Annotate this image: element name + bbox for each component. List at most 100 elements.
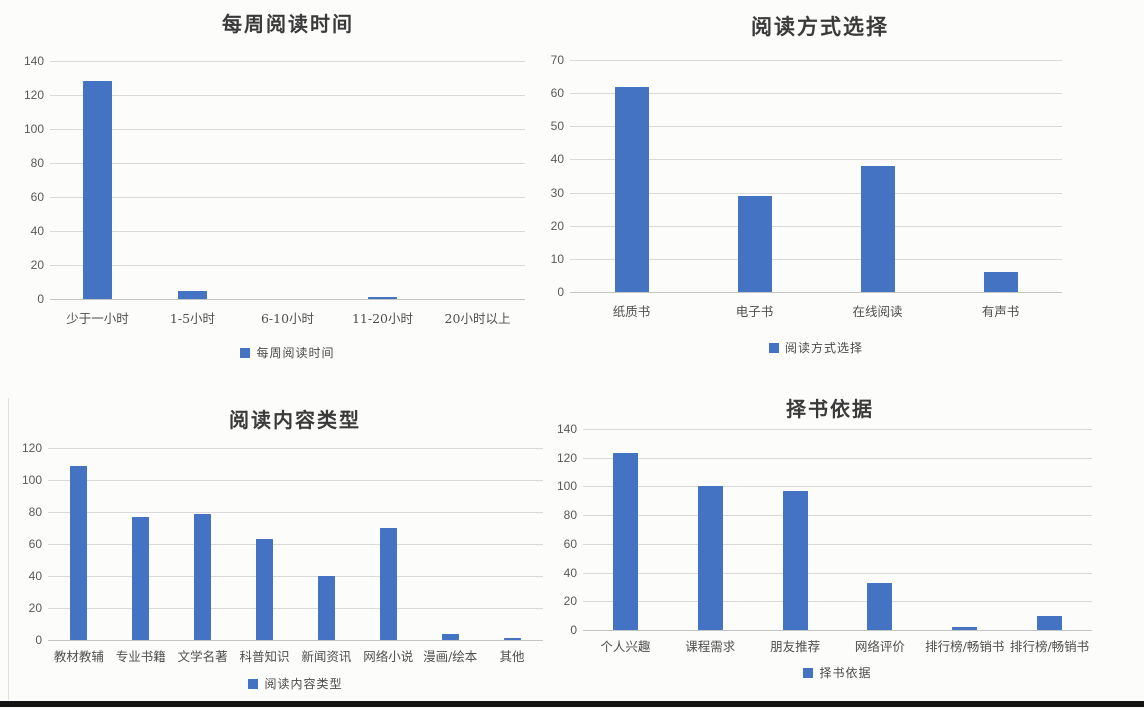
plot-area-content-type: 0 20 40 60 80 100 120 [22, 441, 543, 647]
gridline [50, 95, 525, 96]
legend-label: 择书依据 [819, 666, 872, 680]
x-axis-tick-label: 其他 [499, 649, 525, 664]
y-axis-tick-label: 40 [563, 565, 577, 580]
y-axis-tick-label: 120 [556, 450, 577, 465]
gridline [570, 93, 1062, 95]
x-axis-labels-reading-method: 纸质书 电子书 在线阅读 有声书 [570, 301, 1062, 320]
y-axis-tick-label: 60 [563, 536, 577, 551]
bar-纸质书 [615, 86, 649, 292]
gridline [583, 486, 1092, 488]
plot-area-reading-method: 0 10 20 30 40 50 60 70 [551, 53, 1062, 299]
plot-area-weekly-reading-time: 0 20 40 60 80 100 120 140 [24, 54, 525, 306]
bar-教材教辅 [70, 465, 87, 640]
y-axis-tick-label: 140 [556, 422, 577, 436]
y-axis-tick-label: 20 [30, 258, 44, 272]
y-axis-tick-label: 20 [563, 594, 577, 609]
bar-11-20小时 [368, 297, 397, 299]
chart-title-content-type: 阅读内容类型 [229, 408, 361, 432]
legend-content-type: 阅读内容类型 [48, 675, 543, 692]
x-axis-labels-book-selection: 个人兴趣 课程需求 朋友推荐 网络评价 排行榜/畅销书 排行榜/畅销书 [583, 636, 1092, 655]
x-axis-tick-label: 纸质书 [612, 304, 651, 319]
legend-label: 阅读内容类型 [264, 677, 343, 691]
gridline [50, 299, 525, 300]
y-axis-tick-label: 100 [21, 473, 42, 487]
x-axis-tick-label: 课程需求 [685, 639, 736, 654]
x-axis-tick-label: 排行榜/畅销书 [925, 639, 1005, 654]
legend-swatch-icon [803, 667, 814, 678]
gridline [48, 480, 543, 481]
y-axis-tick-label: 30 [550, 185, 564, 200]
y-axis-tick-label: 50 [550, 119, 564, 134]
y-axis-tick-label: 40 [30, 224, 44, 238]
gridline [50, 265, 525, 266]
x-axis-tick-label: 有声书 [981, 304, 1020, 319]
bar-漫画/绘本 [442, 633, 459, 640]
chart-title-reading-method: 阅读方式选择 [751, 14, 889, 39]
x-axis-tick-label: 电子书 [735, 304, 774, 319]
bar-1-5小时 [178, 290, 207, 299]
bar-网络小说 [380, 528, 397, 640]
y-axis-tick-label: 100 [23, 122, 44, 136]
gridline [48, 640, 543, 641]
bar-个人兴趣 [613, 453, 638, 630]
x-axis-tick-label: 在线阅读 [852, 304, 903, 319]
x-axis-tick-label: 朋友推荐 [770, 639, 821, 654]
x-axis-tick-label: 排行榜/畅销书 [1009, 639, 1090, 654]
plot-area-book-selection: 0 20 40 60 80 100 120 140 [557, 422, 1092, 637]
legend-swatch-icon [248, 678, 259, 689]
bar-网络评价 [867, 582, 892, 630]
legend-swatch-icon [240, 347, 251, 358]
y-axis-tick-label: 60 [550, 86, 564, 101]
bar-课程需求 [698, 486, 723, 630]
gridline [570, 159, 1062, 161]
bar-科普知识 [256, 539, 273, 640]
x-axis-labels-content-type: 教材教辅 专业书籍 文学名著 科普知识 新闻资讯 网络小说 漫画/绘本 其他 [48, 646, 543, 665]
y-axis-tick-label: 10 [550, 251, 564, 266]
legend-label: 每周阅读时间 [256, 346, 335, 360]
y-axis-tick-label: 20 [28, 601, 42, 615]
gridline [50, 163, 525, 164]
gridline [50, 129, 525, 130]
bar-排行榜/畅销书 [1037, 615, 1062, 630]
x-axis-tick-label: 个人兴趣 [600, 639, 651, 654]
bar-朋友推荐 [783, 490, 808, 630]
y-axis-tick-label: 80 [30, 156, 44, 170]
x-axis-tick-label: 6-10小时 [260, 311, 315, 326]
x-axis-tick-label: 网络评价 [854, 639, 905, 654]
page-edge-line [8, 398, 9, 700]
x-axis-tick-label: 科普知识 [239, 649, 290, 664]
gridline [48, 576, 543, 577]
gridline [583, 601, 1092, 603]
y-axis-tick-label: 80 [563, 508, 577, 523]
x-axis-tick-label: 漫画/绘本 [423, 649, 478, 664]
gridline [583, 457, 1092, 459]
x-axis-labels-weekly-reading-time: 少于一小时 1-5小时 6-10小时 11-20小时 20小时以上 [50, 308, 525, 327]
bar-少于一小时 [83, 81, 112, 299]
y-axis-tick-label: 20 [550, 218, 564, 233]
bar-电子书 [738, 195, 772, 292]
x-axis-tick-label: 网络小说 [363, 649, 414, 664]
y-axis-tick-label: 40 [28, 569, 42, 583]
y-axis-tick-label: 120 [21, 441, 42, 455]
chart-title-weekly-reading-time: 每周阅读时间 [222, 12, 354, 36]
gridline [570, 126, 1062, 128]
x-axis-tick-label: 1-5小时 [169, 311, 216, 326]
x-axis-tick-label: 教材教辅 [53, 649, 104, 664]
gridline [570, 258, 1062, 260]
gridline [48, 544, 543, 545]
legend-reading-method: 阅读方式选择 [570, 339, 1062, 356]
x-axis-tick-label: 专业书籍 [115, 649, 166, 664]
bar-有声书 [984, 272, 1018, 292]
gridline [48, 448, 543, 449]
gridline [50, 231, 525, 232]
legend-book-selection: 择书依据 [583, 664, 1092, 681]
gridline [50, 197, 525, 198]
bar-排行榜/畅销书 [952, 627, 977, 630]
gridline [583, 543, 1092, 545]
bottom-border-bar [0, 701, 1144, 707]
y-axis-tick-label: 60 [28, 537, 42, 551]
gridline [50, 61, 525, 62]
gridline [570, 292, 1062, 293]
chart-title-book-selection: 择书依据 [786, 397, 874, 421]
gridline [48, 512, 543, 513]
